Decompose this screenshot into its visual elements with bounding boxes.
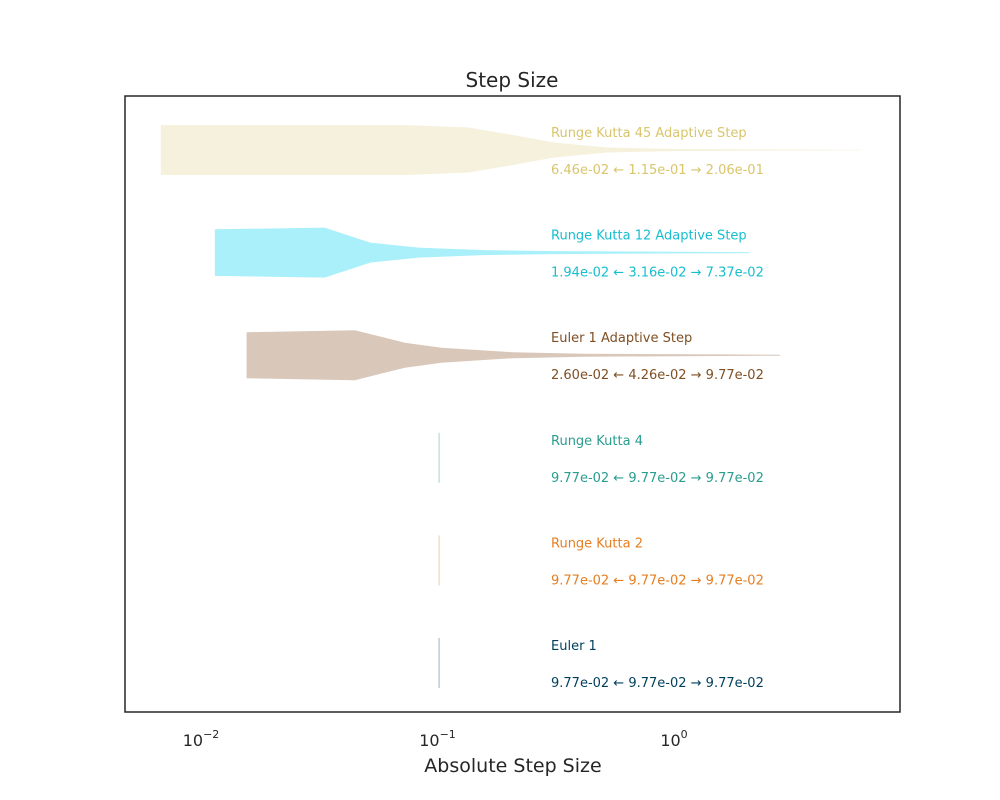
stats-label-euler-1: 9.77e-02 ← 9.77e-02 → 9.77e-02: [551, 676, 764, 691]
series-label-runge-kutta-4: Runge Kutta 4: [551, 434, 643, 449]
x-ticks-group: 10−2 10−1 100: [183, 728, 688, 750]
series-label-euler-1-adaptive-step: Euler 1 Adaptive Step: [551, 331, 692, 346]
x-tick-label: 10−1: [419, 728, 456, 750]
x-axis-label: Absolute Step Size: [424, 755, 601, 777]
series-label-runge-kutta-45-adaptive-step: Runge Kutta 45 Adaptive Step: [551, 126, 747, 141]
stats-label-euler-1-adaptive-step: 2.60e-02 ← 4.26e-02 → 9.77e-02: [551, 368, 764, 383]
stats-label-runge-kutta-12-adaptive-step: 1.94e-02 ← 3.16e-02 → 7.37e-02: [551, 266, 764, 281]
series-label-runge-kutta-12-adaptive-step: Runge Kutta 12 Adaptive Step: [551, 229, 747, 244]
plot-frame: [124, 95, 901, 713]
violin-euler-1-adaptive-step: [246, 330, 781, 381]
series-labels-group: Runge Kutta 45 Adaptive Step 6.46e-02 ← 1…: [551, 126, 764, 691]
x-tick-label: 100: [660, 728, 687, 750]
stats-label-runge-kutta-45-adaptive-step: 6.46e-02 ← 1.15e-01 → 2.06e-01: [551, 163, 764, 178]
violins-group: [160, 125, 863, 688]
x-tick-label: 10−2: [183, 728, 220, 750]
series-label-runge-kutta-2: Runge Kutta 2: [551, 536, 643, 551]
stats-label-runge-kutta-2: 9.77e-02 ← 9.77e-02 → 9.77e-02: [551, 573, 764, 588]
series-label-euler-1: Euler 1: [551, 639, 597, 654]
stats-label-runge-kutta-4: 9.77e-02 ← 9.77e-02 → 9.77e-02: [551, 471, 764, 486]
violin-runge-kutta-12-adaptive-step: [214, 227, 750, 278]
chart-title: Step Size: [466, 68, 559, 92]
violin-runge-kutta-45-adaptive-step: [160, 125, 863, 175]
